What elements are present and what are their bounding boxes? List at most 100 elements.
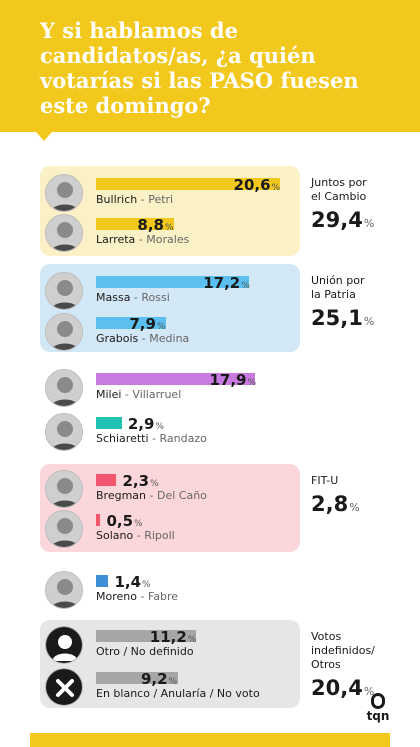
candidate-name: Moreno	[96, 590, 137, 603]
bar-undecided	[96, 630, 196, 642]
candidate-label: Milei - Villarruel	[96, 388, 181, 401]
percent-sign: %	[187, 635, 197, 645]
candidate-name: Schiaretti	[96, 432, 149, 445]
candidate-label: Schiaretti - Randazo	[96, 432, 207, 445]
candidate-label: Massa - Rossi	[96, 291, 170, 304]
candidate-label: Solano - Ripoll	[96, 529, 175, 542]
avatar-grabois	[45, 313, 83, 351]
candidate-label: Larreta - Morales	[96, 233, 189, 246]
candidate-label: Moreno - Fabre	[96, 590, 178, 603]
ticket-separator: -	[133, 529, 145, 542]
bar-bullrich	[96, 178, 280, 190]
party-total: 20,4%	[311, 676, 374, 704]
running-mate-name: Medina	[149, 332, 190, 345]
candidate-name: Solano	[96, 529, 134, 542]
party-total: 29,4%	[311, 208, 374, 236]
candidate-name: Bregman	[96, 489, 147, 502]
percent-sign: %	[168, 677, 178, 687]
ticket-separator: -	[137, 193, 149, 206]
header-banner: Y si hablamos de candidatos/as, ¿a quién…	[0, 0, 420, 132]
running-mate-name: Del Caño	[156, 489, 207, 502]
bar-blank	[96, 672, 178, 684]
party-group-bg	[40, 464, 300, 552]
running-mate-name: Rossi	[141, 291, 170, 304]
value-number: 2,3	[122, 472, 150, 490]
value-label: 9,2%	[141, 671, 177, 690]
party-total-value: 20,4	[311, 676, 363, 700]
percent-sign: %	[363, 685, 375, 698]
candidate-name: Bullrich	[96, 193, 138, 206]
value-number: 9,2	[140, 670, 168, 688]
party-name-line: indefinidos/	[311, 644, 375, 657]
candidate-name: Milei	[96, 388, 122, 401]
percent-sign: %	[241, 281, 250, 291]
party-name-line: Juntos por	[311, 176, 367, 189]
party-name-line: Unión por	[311, 274, 365, 287]
percent-sign: %	[247, 378, 257, 388]
ticket-separator: -	[146, 489, 157, 502]
percent-sign: %	[155, 422, 164, 432]
running-mate-name: Villarruel	[132, 388, 182, 401]
value-label: 8,8%	[137, 217, 173, 236]
value-label: 2,3%	[122, 473, 158, 492]
candidate-name: En blanco / Anularía / No voto	[96, 687, 260, 700]
party-name-line: Otros	[311, 658, 341, 671]
party-name: Unión por la Patria	[311, 274, 365, 302]
bar-massa	[96, 276, 250, 288]
avatar-bullrich	[45, 174, 83, 212]
value-label: 0,5%	[106, 513, 142, 532]
page-title: Y si hablamos de candidatos/as, ¿a quién…	[40, 18, 359, 118]
logo-ring-icon	[371, 693, 385, 709]
percent-sign: %	[134, 519, 143, 529]
party-name-line: Votos	[311, 630, 342, 643]
logo-text: tqn	[366, 709, 390, 723]
user-silhouette-icon	[45, 626, 83, 664]
party-name: FIT-U	[311, 474, 338, 488]
header-notch	[36, 132, 52, 141]
value-number: 20,6	[233, 176, 271, 194]
party-name-line: el Cambio	[311, 190, 367, 203]
bar-moreno	[96, 575, 109, 587]
ticket-separator: -	[135, 233, 147, 246]
percent-sign: %	[150, 479, 159, 489]
value-number: 1,4	[114, 573, 142, 591]
bar-milei	[96, 373, 256, 385]
value-label: 2,9%	[128, 416, 164, 435]
avatar-massa	[45, 272, 83, 310]
avatar-moreno	[45, 571, 83, 609]
value-number: 17,2	[203, 274, 241, 292]
percent-sign: %	[164, 223, 174, 233]
candidate-name: Otro / No definido	[96, 645, 194, 658]
avatar-schiaretti	[45, 413, 83, 451]
ticket-separator: -	[148, 432, 160, 445]
candidate-label: Bregman - Del Caño	[96, 489, 207, 502]
avatar-bregman	[45, 470, 83, 508]
value-label: 11,2%	[150, 629, 197, 648]
party-name: Juntos por el Cambio	[311, 176, 367, 204]
party-total-value: 25,1	[311, 306, 363, 330]
bar-schiaretti	[96, 417, 122, 429]
tqn-logo: tqn	[360, 693, 396, 723]
ticket-separator: -	[136, 590, 148, 603]
value-label: 1,4%	[114, 574, 150, 593]
bottom-bar	[30, 733, 390, 747]
running-mate-name: Ripoll	[144, 529, 175, 542]
candidate-label: En blanco / Anularía / No voto	[96, 687, 260, 700]
ticket-separator: -	[130, 291, 142, 304]
running-mate-name: Petri	[148, 193, 174, 206]
value-label: 7,9%	[129, 316, 165, 335]
candidate-name: Massa	[96, 291, 131, 304]
bar-bregman	[96, 474, 117, 486]
running-mate-name: Randazo	[159, 432, 207, 445]
party-name-line: la Patria	[311, 288, 356, 301]
value-label: 20,6%	[234, 177, 281, 196]
value-number: 11,2	[149, 628, 187, 646]
party-total-value: 29,4	[311, 208, 363, 232]
party-total: 2,8%	[311, 492, 360, 520]
value-number: 2,9	[127, 415, 155, 433]
candidate-label: Otro / No definido	[96, 645, 194, 658]
candidate-label: Bullrich - Petri	[96, 193, 173, 206]
party-total: 25,1%	[311, 306, 374, 334]
percent-sign: %	[142, 580, 151, 590]
value-number: 17,9	[209, 371, 247, 389]
